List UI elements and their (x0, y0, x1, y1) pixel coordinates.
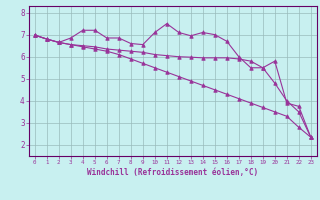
X-axis label: Windchill (Refroidissement éolien,°C): Windchill (Refroidissement éolien,°C) (87, 168, 258, 177)
